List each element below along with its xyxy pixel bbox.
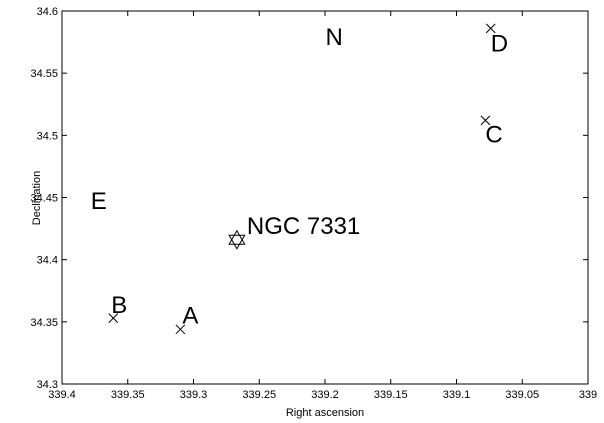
point-marker-d (485, 23, 496, 34)
point-marker-b (108, 313, 119, 323)
compass-label-e: E (91, 188, 107, 215)
point-label-c: C (485, 121, 502, 148)
y-tick-label: 34.35 (30, 317, 58, 329)
x-tick-label: 339.25 (242, 389, 276, 401)
point-label-b: B (111, 292, 127, 319)
x-tick-label: 339.05 (505, 389, 539, 401)
x-tick-label: 339 (579, 389, 597, 401)
data-points: A B C D NGC 7331 (108, 23, 508, 335)
y-tick-label: 34.3 (37, 379, 58, 391)
y-tick-label: 34.55 (30, 68, 58, 80)
y-tick-label: 34.4 (37, 255, 58, 267)
point-label-a: A (182, 302, 198, 329)
x-tick-label: 339.1 (443, 389, 471, 401)
y-axis: 34.3 34.35 34.4 34.45 34.5 34.55 34.6 (30, 6, 588, 391)
y-tick-label: 34.5 (37, 130, 58, 142)
y-axis-title: Declination (31, 171, 43, 225)
point-marker-a (175, 324, 186, 335)
x-tick-label: 339.2 (311, 389, 339, 401)
point-marker-ngc-7331 (228, 234, 246, 250)
point-marker-ngc-7331 (228, 229, 246, 245)
annotations: NE (91, 24, 343, 215)
point-label-d: D (491, 30, 508, 57)
x-tick-label: 339.15 (374, 389, 408, 401)
x-tick-label: 339.4 (48, 389, 76, 401)
plot-frame (61, 10, 589, 385)
y-tick-label: 34.6 (37, 6, 58, 18)
x-tick-label: 339.35 (111, 389, 145, 401)
y-tick-label: 34.45 (30, 193, 58, 205)
x-axis-title: Right ascension (286, 407, 364, 419)
x-axis: 339.4 339.35 339.3 339.25 339.2 339.15 339.1 33… (48, 11, 597, 401)
compass-label-n: N (326, 24, 343, 51)
x-tick-label: 339.3 (180, 389, 208, 401)
point-label-ngc-7331: NGC 7331 (247, 213, 360, 240)
point-marker-c (480, 115, 491, 126)
